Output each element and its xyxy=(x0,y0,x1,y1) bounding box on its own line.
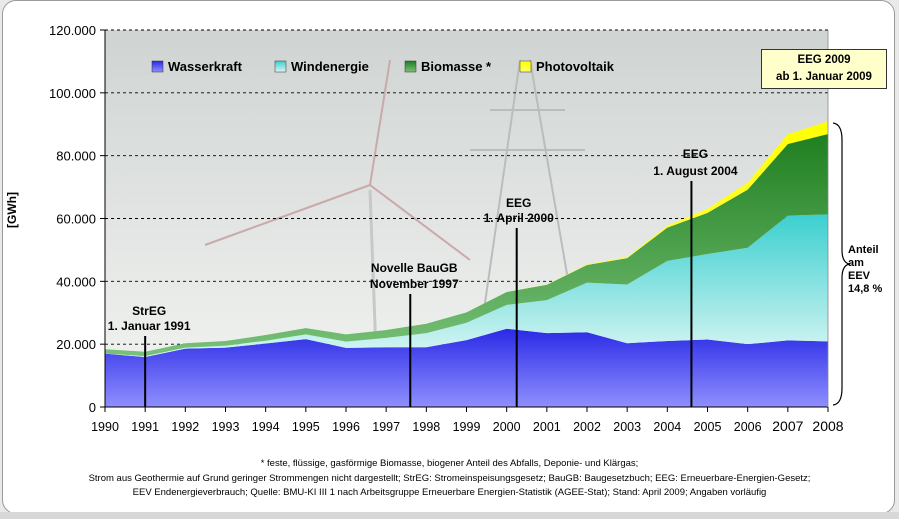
x-tick-label-1990: 1990 xyxy=(91,420,119,434)
share-brace xyxy=(832,122,852,406)
share-line-4: 14,8 % xyxy=(848,283,883,295)
x-tick-label-2002: 2002 xyxy=(573,420,601,434)
footnote-1: * feste, flüssige, gasförmige Biomasse, … xyxy=(260,458,639,469)
x-tick-label-1994: 1994 xyxy=(252,420,280,434)
annotation-label-3-1: 1. August 2004 xyxy=(653,164,738,178)
y-tick-label-2: 40.000 xyxy=(56,274,96,289)
x-tick-label-1996: 1996 xyxy=(332,420,360,434)
legend-label-3: Photovoltaik xyxy=(536,59,615,74)
y-tick-label-4: 80.000 xyxy=(56,149,96,164)
x-tick-label-1999: 1999 xyxy=(453,420,481,434)
annotation-label-2-1: 1. April 2000 xyxy=(484,211,555,225)
footnote-3: EEV Endenergieverbrauch; Quelle: BMU-KI … xyxy=(132,487,767,498)
x-tick-label-2006: 2006 xyxy=(734,420,762,434)
turbine-blade-2 xyxy=(204,184,371,246)
area-biomasse xyxy=(105,133,828,357)
y-axis-label: [GWh] xyxy=(4,192,19,228)
turbine-blade-1 xyxy=(369,59,391,186)
area-wasserkraft xyxy=(105,328,828,407)
x-tick-label-2000: 2000 xyxy=(493,420,521,434)
x-tick-label-2004: 2004 xyxy=(653,420,681,434)
annotation-label-1-0: Novelle BauGB xyxy=(371,261,458,275)
annotation-label-3-0: EEG xyxy=(683,147,708,161)
annotation-label-0-0: StrEG xyxy=(132,304,166,318)
x-tick-label-1992: 1992 xyxy=(171,420,199,434)
x-tick-label-2007: 2007 xyxy=(772,418,803,434)
annotation-label-0-1: 1. Januar 1991 xyxy=(108,319,191,333)
turbine-blade-3 xyxy=(369,184,471,261)
legend-swatch-3 xyxy=(519,60,532,73)
eeg-2009-line-1: EEG 2009 xyxy=(797,54,851,66)
x-tick-label-1997: 1997 xyxy=(372,420,400,434)
x-tick-label-2008: 2008 xyxy=(812,418,843,434)
share-label: Anteil am EEV 14,8 % xyxy=(848,244,896,296)
x-tick-label-1998: 1998 xyxy=(412,420,440,434)
legend-label-0: Wasserkraft xyxy=(168,59,243,74)
eeg-2009-line-2: ab 1. Januar 2009 xyxy=(776,71,872,83)
share-line-3: EEV xyxy=(848,270,871,282)
y-tick-label-0: 0 xyxy=(89,400,96,415)
x-tick-label-1991: 1991 xyxy=(131,420,159,434)
legend-label-1: Windenergie xyxy=(291,59,369,74)
x-tick-label-2003: 2003 xyxy=(613,420,641,434)
y-tick-label-5: 100.000 xyxy=(49,86,96,101)
legend-swatch-0 xyxy=(151,60,164,73)
legend-swatch-2 xyxy=(404,60,417,73)
x-tick-label-1993: 1993 xyxy=(212,420,240,434)
legend-swatch-1 xyxy=(274,60,287,73)
footnote-2: Strom aus Geothermie auf Grund geringer … xyxy=(88,473,811,484)
x-tick-label-2001: 2001 xyxy=(533,420,561,434)
area-windenergie xyxy=(105,214,828,358)
legend-label-2: Biomasse * xyxy=(421,59,492,74)
x-tick-label-1995: 1995 xyxy=(292,420,320,434)
share-line-1: Anteil xyxy=(848,244,879,256)
y-tick-label-1: 20.000 xyxy=(56,337,96,352)
share-line-2: am xyxy=(848,257,864,269)
eeg-2009-box: EEG 2009 ab 1. Januar 2009 xyxy=(761,49,887,89)
y-tick-label-3: 60.000 xyxy=(56,212,96,227)
bottom-strip xyxy=(0,512,899,519)
y-tick-label-6: 120.000 xyxy=(49,23,96,38)
x-tick-label-2005: 2005 xyxy=(694,420,722,434)
annotation-label-1-1: November 1997 xyxy=(370,277,459,291)
annotation-label-2-0: EEG xyxy=(506,196,531,210)
